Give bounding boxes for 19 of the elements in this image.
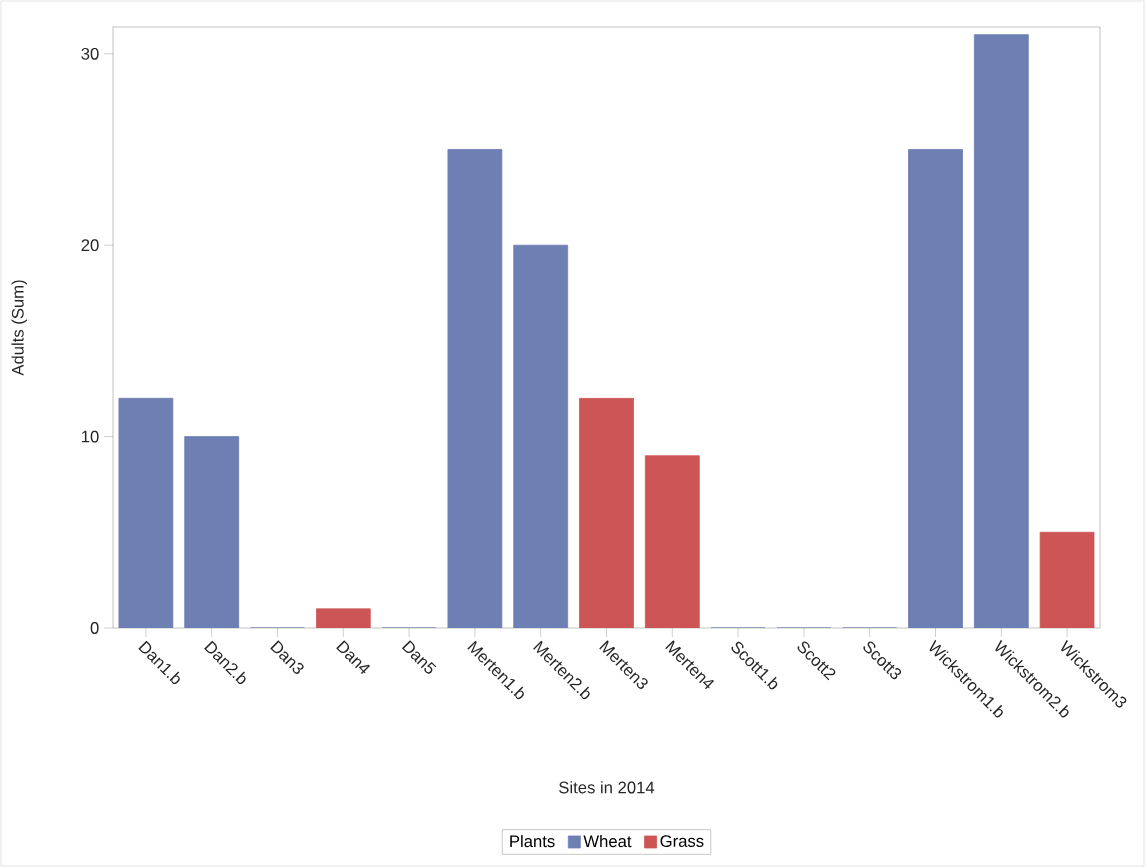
bar xyxy=(447,149,503,628)
y-tick-label: 30 xyxy=(81,47,99,60)
bar xyxy=(184,436,240,628)
bar xyxy=(579,397,634,628)
bar xyxy=(1039,531,1095,628)
legend-label: Wheat xyxy=(583,834,632,848)
bar xyxy=(513,244,569,628)
bar xyxy=(315,608,371,628)
bar xyxy=(644,455,700,628)
bar xyxy=(118,397,174,628)
x-axis-title: Sites in 2014 xyxy=(559,781,655,794)
y-tick-label: 10 xyxy=(82,430,99,443)
bar xyxy=(908,149,963,628)
y-tick-label: 20 xyxy=(81,239,99,252)
bar xyxy=(973,34,1029,628)
y-tick-label: 0 xyxy=(90,622,99,634)
legend-title: Plants xyxy=(510,834,555,848)
y-axis-title: Adults (Sum) xyxy=(11,280,27,376)
legend-label: Grass xyxy=(660,835,704,847)
